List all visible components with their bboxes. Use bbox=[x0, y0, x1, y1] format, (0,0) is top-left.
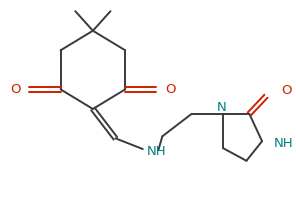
Text: NH: NH bbox=[274, 137, 293, 150]
Text: O: O bbox=[165, 83, 176, 96]
Text: N: N bbox=[217, 101, 227, 114]
Text: O: O bbox=[281, 84, 292, 97]
Text: O: O bbox=[10, 83, 20, 96]
Text: NH: NH bbox=[147, 146, 166, 159]
